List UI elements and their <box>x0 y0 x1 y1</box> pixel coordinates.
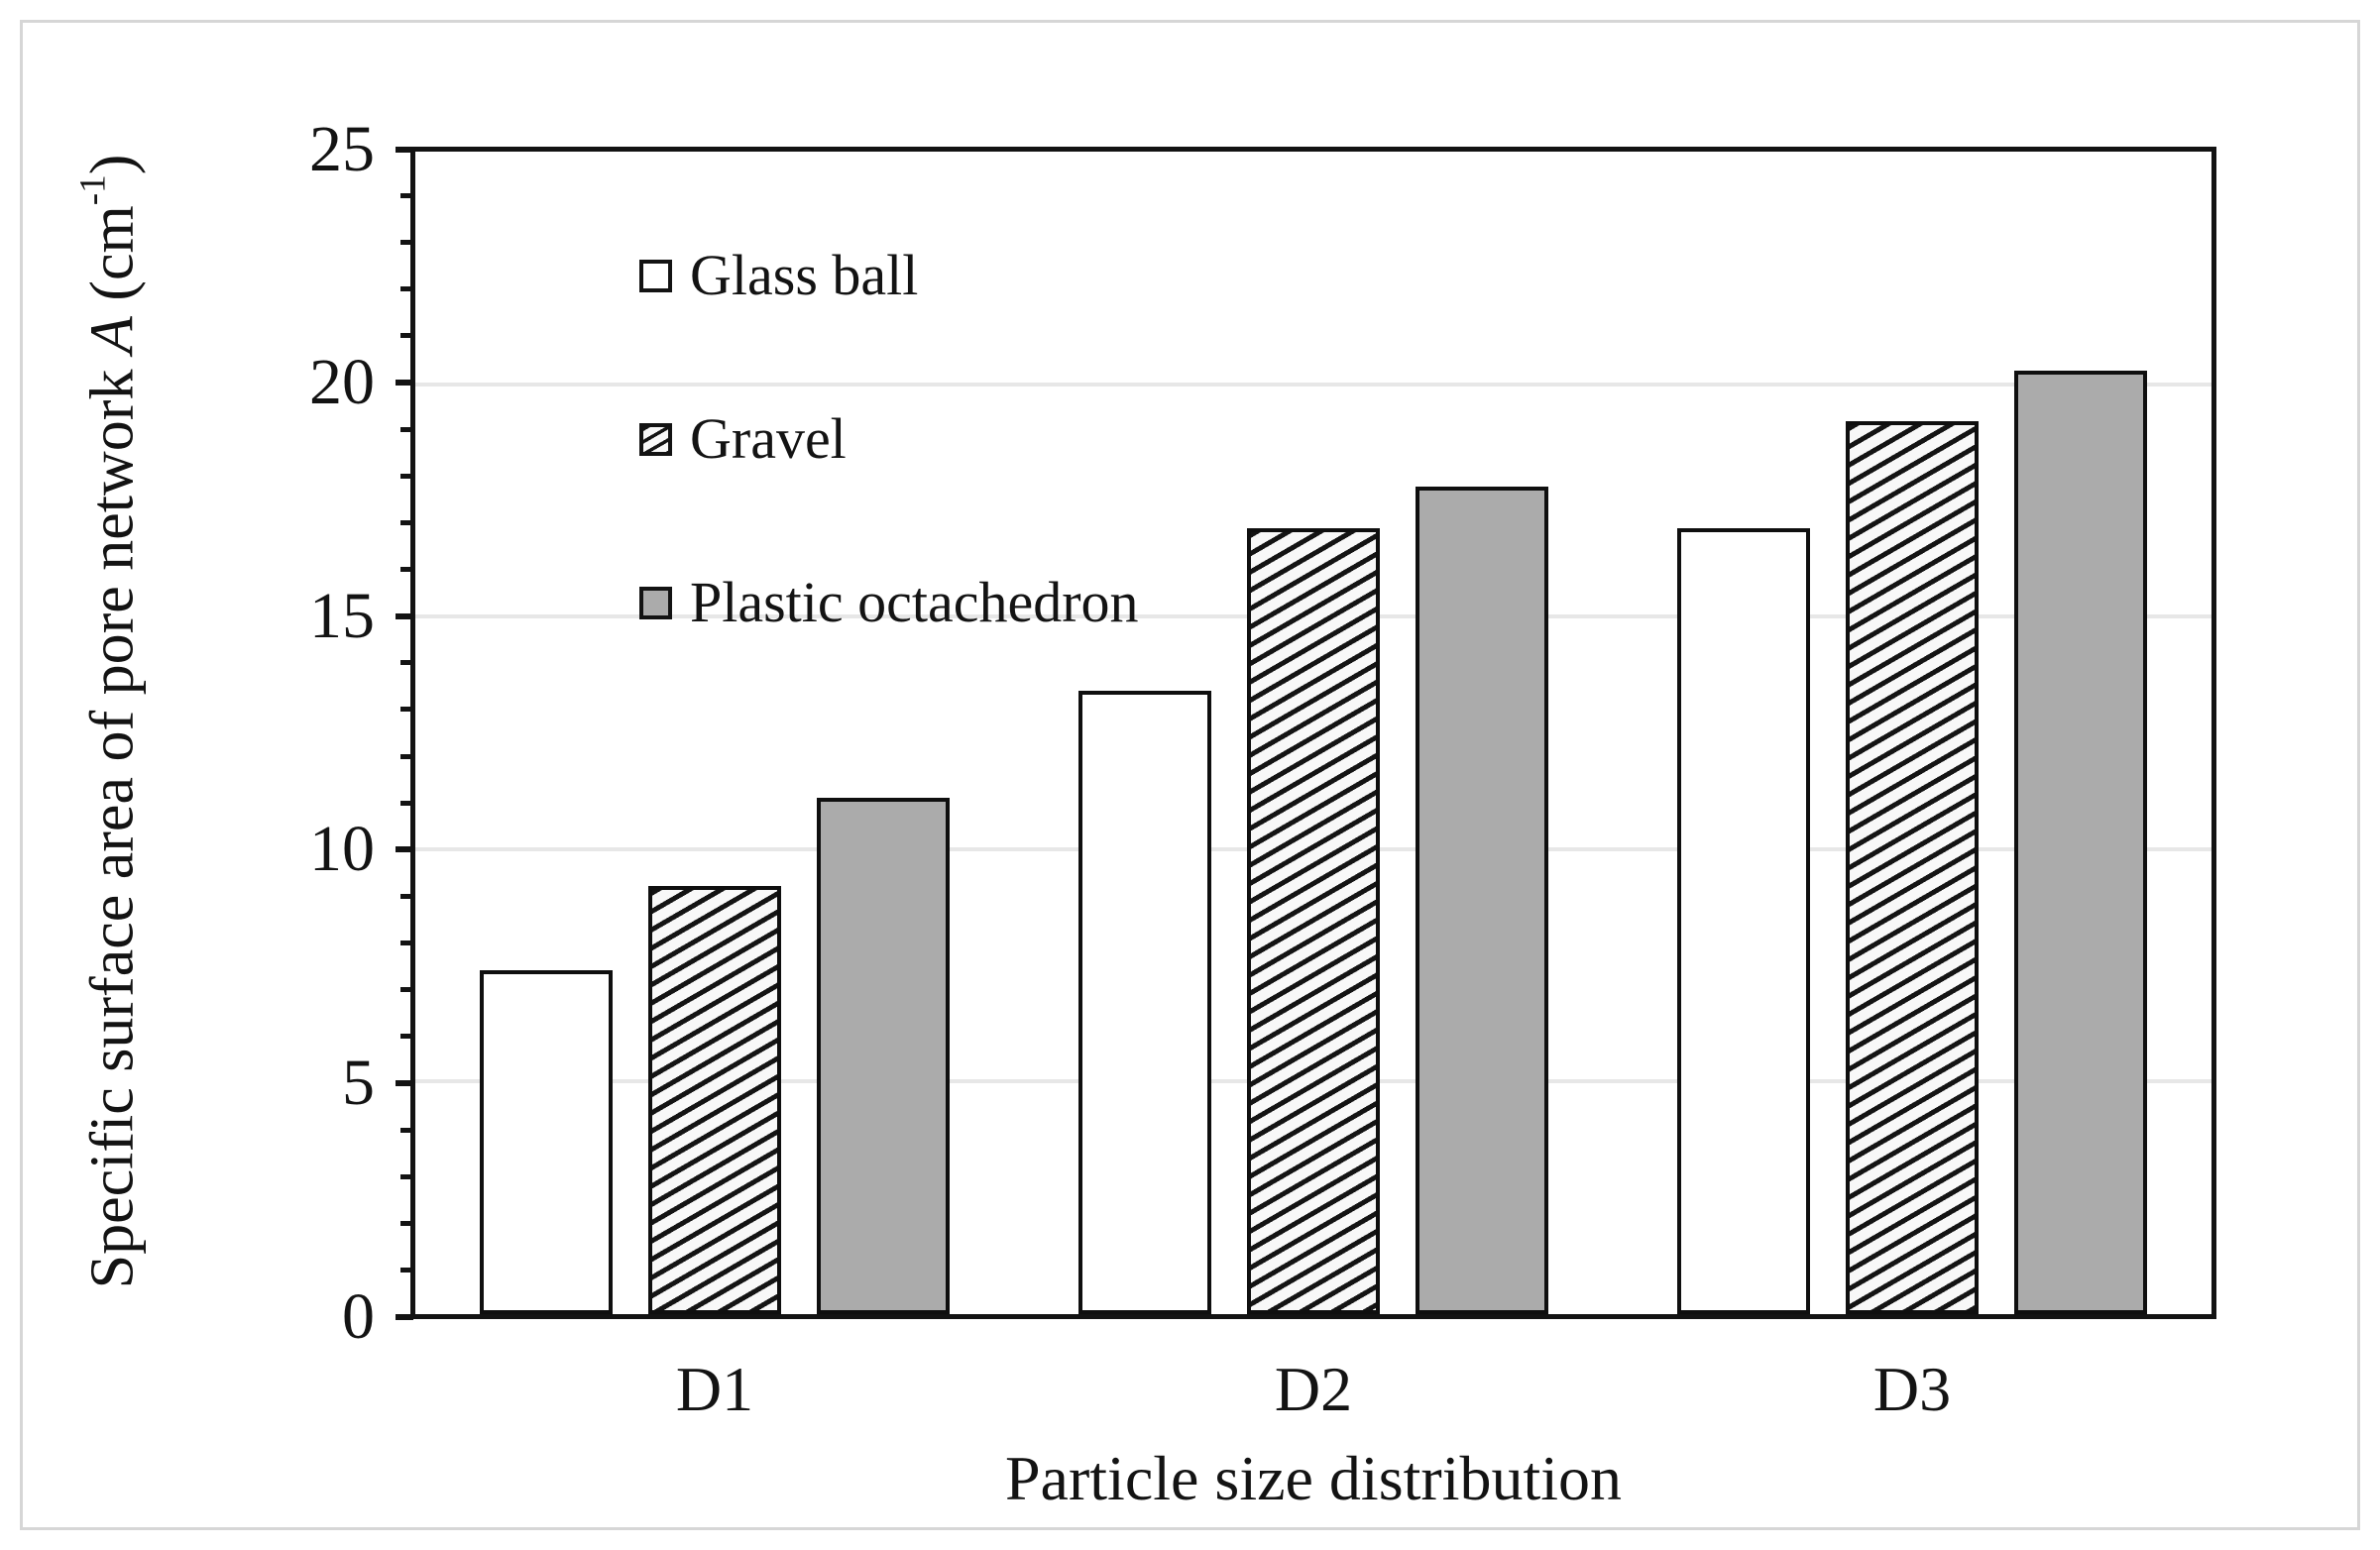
legend-item-gravel: Gravel <box>639 409 847 469</box>
bar-d3-glass-ball <box>1677 528 1810 1314</box>
y-axis-tick-label-10: 10 <box>309 813 375 886</box>
legend-item-glass-ball: Glass ball <box>639 246 918 305</box>
legend-label: Plastic octachedron <box>690 570 1139 634</box>
legend-swatch-plastic-octachedron-icon <box>639 586 672 619</box>
bar-d3-gravel <box>1846 421 1979 1314</box>
y-axis-minor-tick-23 <box>400 240 413 246</box>
legend-label: Glass ball <box>690 243 919 307</box>
y-axis-title-unit-open: (cm <box>78 205 147 317</box>
gridline-y-20 <box>415 382 2211 387</box>
y-axis-minor-tick-24 <box>400 193 413 199</box>
y-axis-minor-tick-4 <box>400 1127 413 1133</box>
y-axis-tick-label-25: 25 <box>309 112 375 185</box>
legend-swatch-gravel-icon <box>639 422 672 456</box>
y-axis-minor-tick-12 <box>400 753 413 759</box>
y-axis-tick-label-20: 20 <box>309 346 375 419</box>
legend-swatch-glass-ball-icon <box>639 259 672 292</box>
y-axis-major-tick-20 <box>396 380 413 387</box>
y-axis-minor-tick-8 <box>400 941 413 946</box>
bar-d1-gravel <box>648 886 781 1314</box>
y-axis-title-variable: A <box>78 316 147 355</box>
y-axis-minor-tick-13 <box>400 707 413 713</box>
bar-d2-glass-ball <box>1078 691 1211 1314</box>
y-axis-major-tick-5 <box>396 1079 413 1086</box>
y-axis-title-text: Specific surface area of pore network <box>78 354 147 1289</box>
y-axis-major-tick-0 <box>396 1313 413 1320</box>
y-axis-major-tick-15 <box>396 612 413 619</box>
y-axis-title-superscript: -1 <box>73 174 115 206</box>
y-axis-major-tick-25 <box>396 146 413 153</box>
y-axis-tick-label-5: 5 <box>342 1046 375 1119</box>
y-axis-tick-label-0: 0 <box>342 1279 375 1353</box>
bar-d1-glass-ball <box>480 970 613 1314</box>
y-axis-minor-tick-17 <box>400 519 413 525</box>
y-axis-minor-tick-1 <box>400 1267 413 1273</box>
y-axis-minor-tick-9 <box>400 893 413 899</box>
y-axis-minor-tick-6 <box>400 1034 413 1040</box>
y-axis-tick-label-15: 15 <box>309 579 375 652</box>
y-axis-minor-tick-3 <box>400 1173 413 1179</box>
y-axis-minor-tick-2 <box>400 1220 413 1226</box>
plot-area: Glass ball Gravel Plastic octachedron <box>410 147 2216 1319</box>
bar-d3-plastic-octachedron <box>2014 371 2147 1314</box>
y-axis-title-unit-close: ) <box>78 154 147 175</box>
y-axis-minor-tick-22 <box>400 286 413 292</box>
y-axis-minor-tick-7 <box>400 987 413 993</box>
y-axis-title: Specific surface area of pore network A … <box>65 155 148 1289</box>
y-axis-major-tick-10 <box>396 846 413 853</box>
x-tick-label-d1: D1 <box>675 1354 754 1424</box>
x-tick-label-d2: D2 <box>1274 1354 1353 1424</box>
y-axis-minor-tick-16 <box>400 567 413 573</box>
y-axis-minor-tick-11 <box>400 800 413 806</box>
y-axis-minor-tick-19 <box>400 426 413 432</box>
legend-label: Gravel <box>690 406 847 471</box>
x-tick-label-d3: D3 <box>1872 1354 1952 1424</box>
y-axis-minor-tick-18 <box>400 473 413 479</box>
legend-item-plastic-octachedron: Plastic octachedron <box>639 573 1139 632</box>
bar-d2-plastic-octachedron <box>1416 487 1548 1314</box>
y-axis-minor-tick-14 <box>400 660 413 666</box>
x-axis-title: Particle size distribution <box>1004 1443 1623 1513</box>
y-axis-minor-tick-21 <box>400 333 413 339</box>
bar-d2-gravel <box>1247 528 1380 1314</box>
bar-d1-plastic-octachedron <box>817 798 950 1314</box>
